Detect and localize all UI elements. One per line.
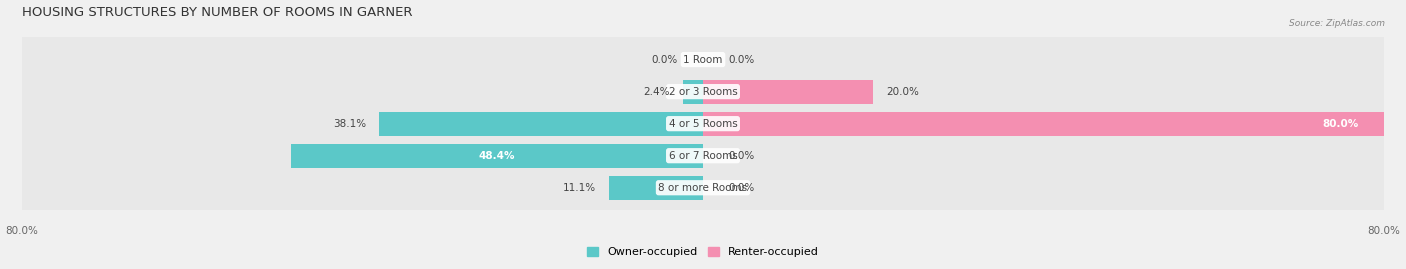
Bar — [703, 112, 1384, 136]
Bar — [22, 69, 1384, 114]
Text: 20.0%: 20.0% — [886, 87, 920, 97]
Text: 8 or more Rooms: 8 or more Rooms — [658, 183, 748, 193]
Bar — [22, 133, 1384, 178]
Text: 4 or 5 Rooms: 4 or 5 Rooms — [669, 119, 737, 129]
Text: HOUSING STRUCTURES BY NUMBER OF ROOMS IN GARNER: HOUSING STRUCTURES BY NUMBER OF ROOMS IN… — [22, 6, 412, 19]
Text: 38.1%: 38.1% — [333, 119, 366, 129]
Text: 2.4%: 2.4% — [644, 87, 669, 97]
Bar — [609, 176, 703, 200]
Bar — [682, 80, 703, 104]
Bar — [378, 112, 703, 136]
Text: 0.0%: 0.0% — [728, 151, 755, 161]
Text: 0.0%: 0.0% — [728, 183, 755, 193]
Text: 6 or 7 Rooms: 6 or 7 Rooms — [669, 151, 737, 161]
Text: 80.0%: 80.0% — [1322, 119, 1358, 129]
Bar — [703, 80, 873, 104]
Text: 0.0%: 0.0% — [651, 55, 678, 65]
Legend: Owner-occupied, Renter-occupied: Owner-occupied, Renter-occupied — [582, 242, 824, 262]
Bar — [291, 144, 703, 168]
Text: 48.4%: 48.4% — [479, 151, 515, 161]
Text: 11.1%: 11.1% — [562, 183, 596, 193]
Bar — [22, 101, 1384, 146]
Text: Source: ZipAtlas.com: Source: ZipAtlas.com — [1289, 19, 1385, 28]
Bar — [22, 165, 1384, 210]
Text: 0.0%: 0.0% — [728, 55, 755, 65]
Text: 2 or 3 Rooms: 2 or 3 Rooms — [669, 87, 737, 97]
Bar — [22, 37, 1384, 82]
Text: 1 Room: 1 Room — [683, 55, 723, 65]
